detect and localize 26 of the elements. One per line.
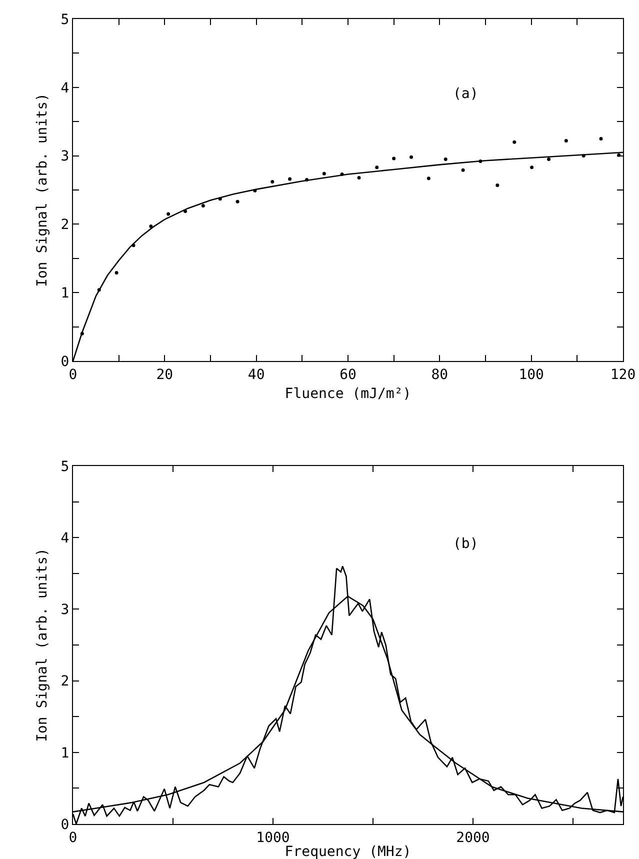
y-tick-label: 0 bbox=[60, 816, 70, 833]
x-tick-label: 40 bbox=[248, 366, 265, 383]
y-tick-label: 5 bbox=[60, 12, 70, 28]
annotation: (b) bbox=[453, 536, 478, 552]
y-tick-label: 3 bbox=[60, 148, 70, 165]
x-axis-title: Frequency (MHz) bbox=[284, 844, 412, 859]
y-tick-label: 0 bbox=[60, 354, 70, 370]
x-tick-label: 80 bbox=[431, 366, 448, 383]
x-tick-label: 100 bbox=[518, 366, 544, 383]
y-tick-label: 5 bbox=[60, 458, 70, 475]
y-tick-label: 1 bbox=[60, 286, 70, 302]
y-tick-label: 2 bbox=[60, 674, 70, 690]
annotation: (a) bbox=[453, 86, 478, 102]
y-tick-label: 2 bbox=[60, 217, 70, 234]
x-axis-title: Fluence (mJ/m²) bbox=[284, 386, 412, 402]
x-tick-label: 2000 bbox=[456, 830, 490, 846]
x-tick-label: 20 bbox=[156, 366, 174, 383]
y-tick-label: 1 bbox=[60, 745, 70, 762]
x-tick-label: 1000 bbox=[256, 830, 290, 846]
y-tick-label: 3 bbox=[60, 602, 70, 618]
y-axis-title: Ion Signal (arb. units) bbox=[34, 548, 50, 742]
x-tick-label: 120 bbox=[610, 366, 636, 383]
y-tick-label: 4 bbox=[60, 80, 70, 96]
x-tick-label: 60 bbox=[340, 366, 356, 383]
y-axis-title: Ion Signal (arb. units) bbox=[34, 93, 50, 287]
y-tick-label: 4 bbox=[60, 530, 70, 546]
